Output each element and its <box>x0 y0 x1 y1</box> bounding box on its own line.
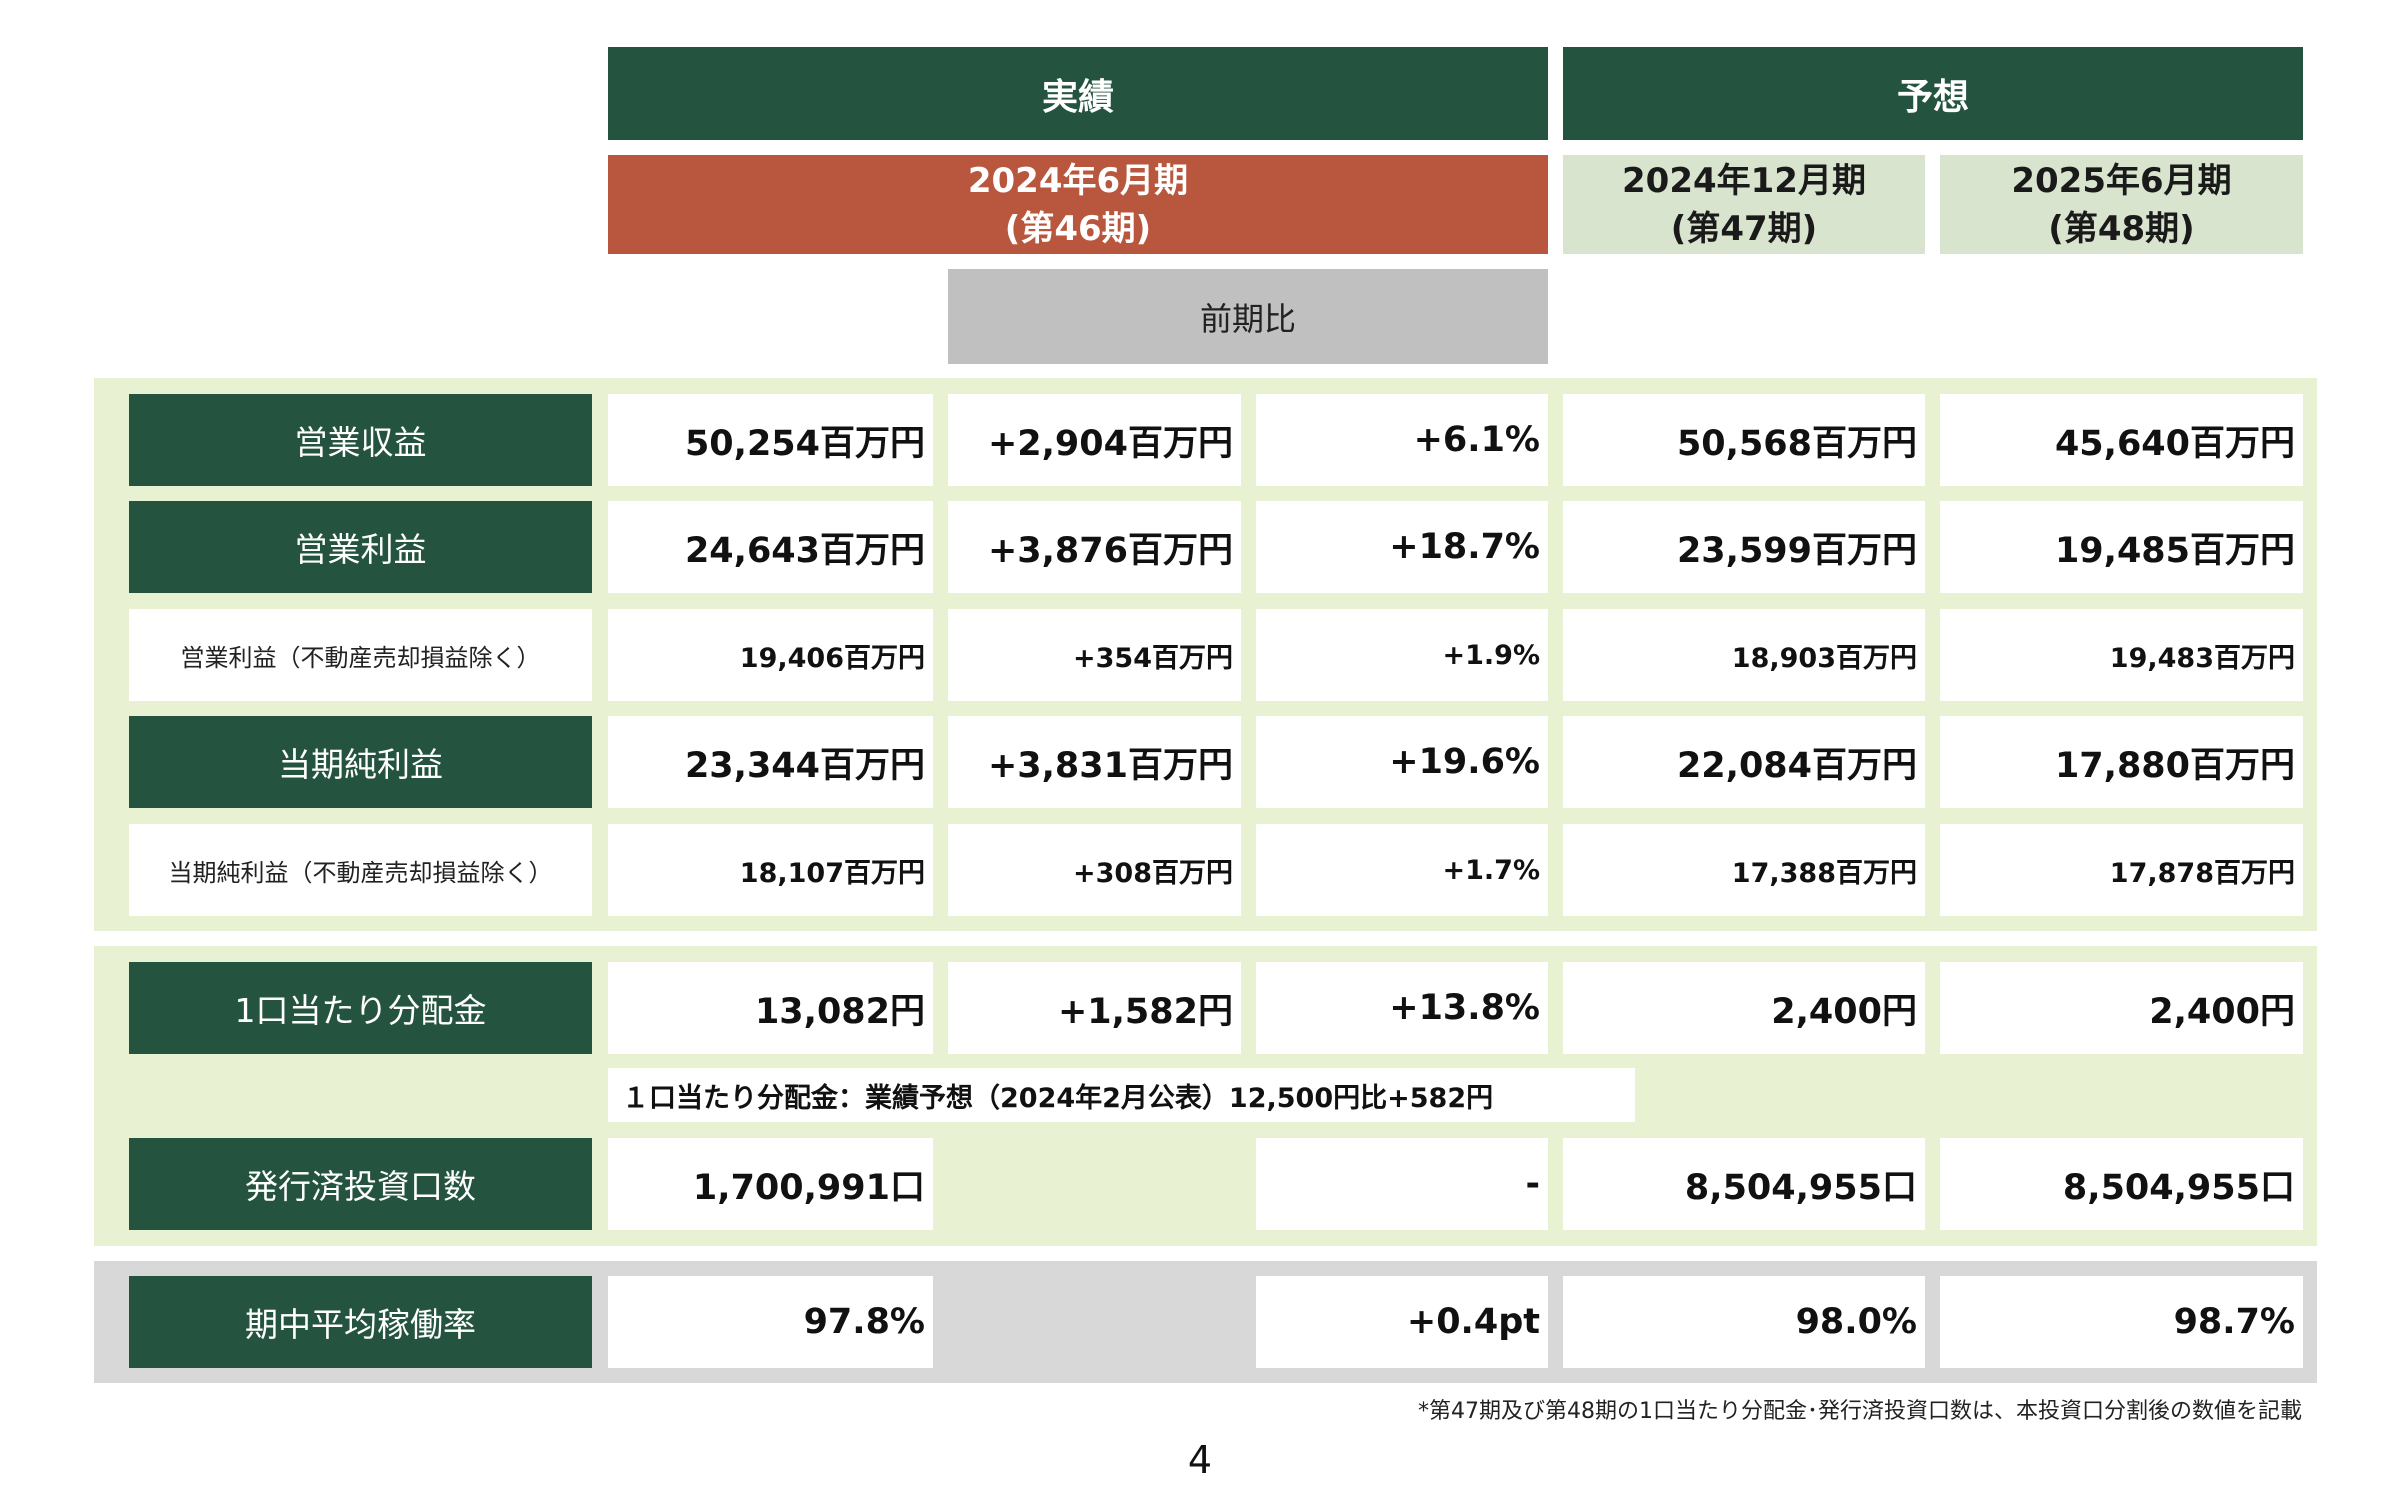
cell-net-income-47: 22,084百万円 <box>1563 716 1925 808</box>
cell-operating-income-ex-change: +354百万円 <box>948 609 1241 701</box>
cell-occupancy-48: 98.7% <box>1940 1276 2303 1368</box>
cell-net-income-ex-change: +308百万円 <box>948 824 1241 916</box>
cell-net-income-change: +3,831百万円 <box>948 716 1241 808</box>
cell-operating-income-ex-47: 18,903百万円 <box>1563 609 1925 701</box>
row-label-distribution-per-unit: 1口当たり分配金 <box>129 962 592 1054</box>
cell-net-income-ex-pct: +1.7% <box>1256 824 1548 916</box>
cell-net-income-46: 23,344百万円 <box>608 716 933 808</box>
period-48-line1: 2025年6月期 <box>2011 160 2232 201</box>
row-label-operating-income-ex-sales: 営業利益（不動産売却損益除く） <box>129 609 592 701</box>
row-label-net-income-ex-sales: 当期純利益（不動産売却損益除く） <box>129 824 592 916</box>
cell-operating-income-ex-48: 19,483百万円 <box>1940 609 2303 701</box>
row-label-units-outstanding: 発行済投資口数 <box>129 1138 592 1230</box>
cell-operating-income-pct: +18.7% <box>1256 501 1548 593</box>
row-label-operating-revenue: 営業収益 <box>129 394 592 486</box>
cell-units-47: 8,504,955口 <box>1563 1138 1925 1230</box>
cell-distribution-48: 2,400円 <box>1940 962 2303 1054</box>
cell-operating-revenue-47: 50,568百万円 <box>1563 394 1925 486</box>
period-48-line2: (第48期) <box>2048 208 2195 249</box>
cell-operating-income-47: 23,599百万円 <box>1563 501 1925 593</box>
cell-operating-income-ex-pct: +1.9% <box>1256 609 1548 701</box>
cell-net-income-ex-47: 17,388百万円 <box>1563 824 1925 916</box>
period-header-46: 2024年6月期 (第46期) <box>608 155 1548 254</box>
period-47-line1: 2024年12月期 <box>1622 160 1866 201</box>
cell-occupancy-change: +0.4pt <box>1256 1276 1548 1368</box>
cell-operating-income-change: +3,876百万円 <box>948 501 1241 593</box>
cell-occupancy-46: 97.8% <box>608 1276 933 1368</box>
cell-operating-income-ex-46: 19,406百万円 <box>608 609 933 701</box>
row-label-average-occupancy: 期中平均稼働率 <box>129 1276 592 1368</box>
prev-period-compare-header: 前期比 <box>948 269 1548 364</box>
page-number: 4 <box>1187 1438 1213 1482</box>
period-46-line1: 2024年6月期 <box>967 160 1189 201</box>
cell-distribution-47: 2,400円 <box>1563 962 1925 1054</box>
period-header-47: 2024年12月期 (第47期) <box>1563 155 1925 254</box>
row-label-operating-income: 営業利益 <box>129 501 592 593</box>
cell-net-income-48: 17,880百万円 <box>1940 716 2303 808</box>
cell-net-income-ex-48: 17,878百万円 <box>1940 824 2303 916</box>
cell-operating-income-48: 19,485百万円 <box>1940 501 2303 593</box>
period-46-line2: (第46期) <box>1004 208 1152 249</box>
cell-operating-revenue-46: 50,254百万円 <box>608 394 933 486</box>
cell-operating-revenue-48: 45,640百万円 <box>1940 394 2303 486</box>
cell-occupancy-47: 98.0% <box>1563 1276 1925 1368</box>
cell-operating-income-46: 24,643百万円 <box>608 501 933 593</box>
row-label-net-income: 当期純利益 <box>129 716 592 808</box>
cell-units-48: 8,504,955口 <box>1940 1138 2303 1230</box>
cell-operating-revenue-pct: +6.1% <box>1256 394 1548 486</box>
distribution-forecast-note: １口当たり分配金：業績予想（2024年2月公表）12,500円比+582円 <box>608 1068 1635 1122</box>
cell-operating-revenue-change: +2,904百万円 <box>948 394 1241 486</box>
cell-net-income-ex-46: 18,107百万円 <box>608 824 933 916</box>
cell-net-income-pct: +19.6% <box>1256 716 1548 808</box>
actual-header: 実績 <box>608 47 1548 140</box>
period-header-48: 2025年6月期 (第48期) <box>1940 155 2303 254</box>
cell-units-46: 1,700,991口 <box>608 1138 933 1230</box>
forecast-header: 予想 <box>1563 47 2303 140</box>
period-47-line2: (第47期) <box>1670 208 1818 249</box>
cell-distribution-pct: +13.8% <box>1256 962 1548 1054</box>
footnote: *第47期及び第48期の1口当たり分配金･発行済投資口数は、本投資口分割後の数値… <box>1418 1399 2302 1424</box>
cell-units-pct: - <box>1256 1138 1548 1230</box>
cell-distribution-change: +1,582円 <box>948 962 1241 1054</box>
cell-distribution-46: 13,082円 <box>608 962 933 1054</box>
